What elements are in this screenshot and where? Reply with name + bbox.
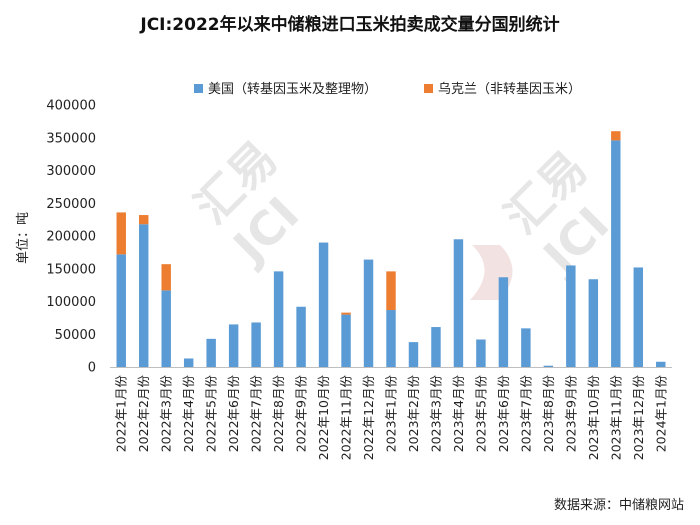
- legend: 美国（转基因玉米及整理物） 乌克兰（非转基因玉米）: [194, 81, 581, 97]
- bar-us: [566, 265, 576, 367]
- y-tick-label: 250000: [46, 197, 96, 212]
- bar-us: [206, 338, 216, 367]
- bar-ukraine: [138, 215, 149, 225]
- y-tick-label: 0: [88, 361, 96, 376]
- x-tick-label: 2022年7月份: [249, 375, 264, 453]
- bar-us: [408, 342, 419, 367]
- bar-ukraine: [611, 131, 621, 141]
- x-tick-label: 2022年9月份: [294, 375, 309, 453]
- y-tick-label: 100000: [46, 295, 96, 310]
- x-tick-label: 2022年1月份: [114, 375, 129, 453]
- bar-ukraine: [341, 312, 351, 315]
- legend-label-ukraine: 乌克兰（非转基因玉米）: [438, 81, 581, 97]
- bar-us: [431, 327, 441, 367]
- bar-us: [183, 358, 194, 367]
- y-tick-label: 200000: [46, 230, 96, 245]
- bar-us: [453, 239, 464, 367]
- x-tick-label: 2023年1月份: [384, 375, 399, 453]
- x-tick-label: 2023年9月份: [563, 375, 578, 453]
- x-tick-label: 2024年1月份: [653, 375, 668, 453]
- bar-us: [633, 267, 644, 367]
- x-tick-label: 2022年2月份: [136, 375, 151, 453]
- bar-us: [543, 365, 554, 367]
- bar-us: [498, 277, 509, 367]
- x-tick-label: 2022年6月份: [226, 375, 241, 453]
- bar-us: [476, 339, 486, 367]
- x-tick-label: 2022年11月份: [339, 375, 354, 461]
- x-tick-label: 2023年10月份: [586, 375, 601, 461]
- source-note: 数据来源：中储粮网站: [553, 498, 684, 513]
- bar-us: [228, 324, 239, 367]
- bar-us: [273, 271, 284, 367]
- bar-us: [318, 242, 329, 367]
- y-tick-label: 350000: [46, 131, 96, 146]
- chart-title: JCI:2022年以来中储粮进口玉米拍卖成交量分国别统计: [140, 15, 560, 35]
- y-tick-label: 150000: [46, 262, 96, 277]
- bar-us: [521, 328, 531, 367]
- bar-us: [116, 254, 126, 367]
- y-tick-label: 400000: [46, 99, 96, 114]
- x-tick-label: 2022年3月份: [159, 375, 174, 453]
- x-tick-label: 2023年8月份: [541, 375, 556, 453]
- bar-ukraine: [386, 271, 396, 311]
- bar-us: [386, 310, 396, 367]
- x-tick-label: 2022年8月份: [271, 375, 286, 453]
- bar-us: [341, 314, 351, 367]
- x-tick-label: 2023年4月份: [451, 375, 466, 453]
- bar-ukraine: [116, 212, 126, 255]
- bar-us: [611, 140, 621, 367]
- x-tick-label: 2023年3月份: [428, 375, 443, 453]
- bar-us: [251, 322, 261, 367]
- bar-us: [296, 306, 306, 367]
- legend-swatch-us: [194, 84, 203, 93]
- x-tick-label: 2022年4月份: [181, 375, 196, 453]
- x-tick-label: 2022年10月份: [316, 375, 331, 461]
- x-tick-label: 2023年7月份: [518, 375, 533, 453]
- bar-us: [363, 259, 374, 367]
- y-tick-label: 300000: [46, 164, 96, 179]
- bar-ukraine: [161, 264, 171, 291]
- x-tick-label: 2023年2月份: [406, 375, 421, 453]
- x-tick-label: 2023年5月份: [473, 375, 488, 453]
- y-axis-ticks: 0 50000 100000 150000 200000 250000 300000 3500…: [46, 99, 96, 376]
- x-axis-ticks: 2022年1月份 2022年2月份 2022年3月份 2022年4月份 2022年5月份…: [114, 375, 669, 461]
- x-tick-label: 2022年12月份: [361, 375, 376, 461]
- x-tick-label: 2023年6月份: [496, 375, 511, 453]
- x-tick-label: 2022年5月份: [204, 375, 219, 453]
- legend-label-us: 美国（转基因玉米及整理物）: [208, 82, 377, 97]
- y-axis-label: 单位：吨: [16, 212, 31, 264]
- x-tick-label: 2023年11月份: [608, 375, 623, 461]
- x-tick-label: 2023年12月份: [631, 375, 646, 461]
- bar-us: [588, 279, 599, 367]
- bar-us: [656, 361, 666, 367]
- bar-us: [161, 290, 171, 367]
- legend-swatch-ukraine: [424, 84, 433, 93]
- bars: [116, 131, 666, 367]
- bar-us: [138, 224, 149, 367]
- y-tick-label: 50000: [55, 328, 96, 343]
